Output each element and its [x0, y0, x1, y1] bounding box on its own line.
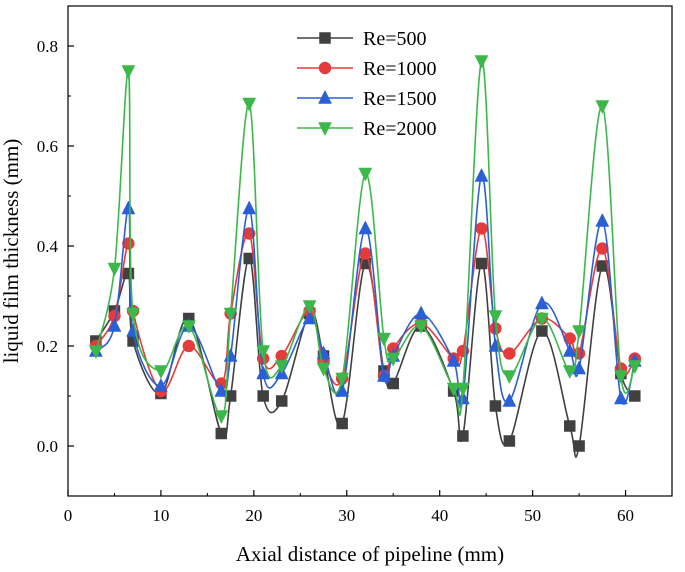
data-point	[256, 345, 271, 360]
data-point	[503, 435, 516, 447]
y-tick-label: 0.0	[37, 437, 58, 456]
data-point	[535, 312, 549, 327]
data-point	[386, 352, 401, 367]
data-point	[122, 237, 135, 250]
data-point	[489, 400, 502, 412]
data-point	[358, 167, 373, 182]
data-point	[535, 295, 549, 310]
data-point	[595, 212, 610, 227]
data-point	[414, 320, 429, 335]
data-point	[502, 392, 517, 407]
data-point	[121, 200, 136, 215]
data-point	[223, 307, 238, 322]
data-point	[387, 377, 399, 390]
data-point	[446, 382, 461, 397]
data-point	[257, 390, 269, 402]
data-point	[627, 360, 642, 375]
series-line	[95, 175, 636, 409]
legend-label: Re=1500	[363, 88, 437, 110]
data-point	[154, 377, 168, 392]
data-point	[316, 362, 331, 377]
data-point	[181, 320, 196, 335]
data-point	[596, 242, 609, 255]
data-point	[182, 339, 196, 353]
data-point	[572, 325, 586, 340]
data-point	[475, 222, 488, 235]
data-point	[154, 365, 168, 380]
data-point	[88, 345, 103, 360]
x-tick-label: 20	[245, 506, 262, 525]
data-point	[336, 417, 348, 430]
y-tick-label: 0.8	[37, 37, 58, 56]
data-point	[121, 65, 136, 80]
y-tick-label: 0.2	[37, 337, 58, 356]
x-tick-label: 60	[617, 506, 634, 525]
data-point	[474, 167, 489, 182]
data-point	[613, 390, 628, 405]
data-point	[456, 390, 470, 405]
series-re-500	[90, 252, 641, 458]
data-point	[302, 300, 317, 315]
data-point	[335, 372, 350, 387]
data-point	[377, 332, 391, 347]
ticks-layer: 0 10 20 30 40 50 60 0.0 0.2 0.4 0.6 0.8	[37, 37, 634, 525]
data-point	[215, 427, 228, 440]
data-point	[358, 220, 373, 235]
data-point	[275, 395, 288, 407]
data-point	[274, 360, 289, 375]
legend-label: Re=2000	[363, 118, 437, 140]
data-point	[613, 370, 628, 385]
data-point	[302, 310, 317, 325]
legend-marker	[318, 122, 332, 137]
data-point	[564, 420, 576, 432]
series-layer	[88, 55, 642, 458]
data-point	[536, 325, 548, 337]
legend-label: Re=1000	[363, 58, 437, 80]
data-point	[573, 440, 585, 452]
plot-frame	[67, 5, 673, 497]
series-re-1500	[88, 167, 642, 409]
data-point	[242, 200, 257, 215]
data-point	[377, 367, 391, 382]
data-point	[122, 267, 135, 280]
data-point	[446, 352, 461, 367]
data-point	[595, 100, 610, 115]
data-point	[242, 97, 257, 112]
data-point	[488, 310, 503, 325]
data-point	[562, 342, 577, 357]
data-point	[107, 262, 122, 277]
data-point	[502, 370, 517, 385]
data-point	[572, 360, 586, 375]
y-tick-label: 0.4	[37, 237, 59, 256]
data-point	[214, 382, 229, 397]
data-point	[562, 365, 577, 380]
data-point	[475, 257, 488, 270]
x-tick-label: 10	[152, 506, 169, 525]
legend: Re=500 Re=1000 Re=1500 Re=2000	[297, 28, 437, 140]
data-point	[474, 55, 489, 70]
y-tick-label: 0.6	[37, 137, 58, 156]
data-point	[214, 410, 229, 425]
x-axis-title: Axial distance of pipeline (mm)	[236, 542, 504, 566]
legend-marker	[318, 89, 332, 104]
series-line	[95, 257, 636, 458]
data-point	[503, 347, 516, 360]
data-point	[414, 305, 429, 320]
legend-marker	[319, 32, 331, 44]
x-tick-label: 50	[524, 506, 541, 525]
x-tick-label: 40	[431, 506, 448, 525]
x-tick-label: 30	[338, 506, 355, 525]
data-point	[629, 390, 641, 402]
y-axis-title: liquid film thickness (mm)	[0, 139, 23, 364]
data-point	[456, 382, 470, 397]
series-re-2000	[88, 55, 642, 425]
data-point	[457, 430, 469, 442]
legend-marker	[318, 61, 332, 75]
legend-label: Re=500	[363, 28, 427, 50]
data-point	[107, 317, 122, 332]
data-point	[126, 307, 140, 322]
x-tick-label: 0	[64, 506, 73, 525]
series-line	[95, 60, 636, 417]
